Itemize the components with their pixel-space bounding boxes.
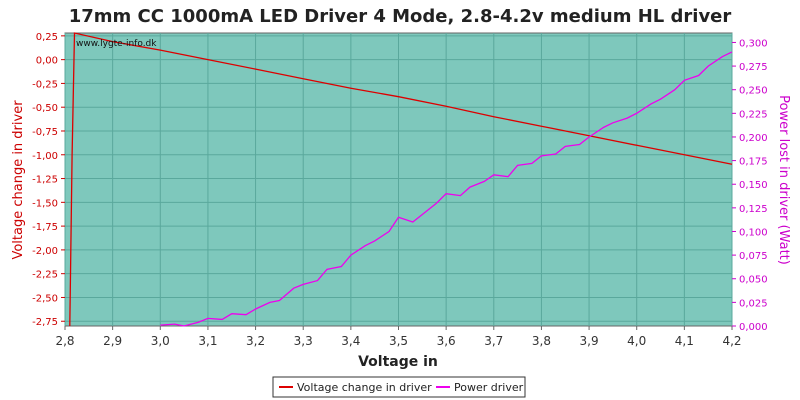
y-left-tick-label: -1,50 (32, 198, 58, 209)
x-axis-label: Voltage in (358, 354, 438, 370)
x-tick-label: 3,5 (389, 334, 408, 348)
x-tick-label: 3,0 (151, 334, 170, 348)
y-left-tick-label: -2,50 (32, 293, 58, 304)
x-tick-label: 2,9 (103, 334, 122, 348)
x-tick-label: 3,7 (484, 334, 503, 348)
x-tick-label: 4,2 (722, 334, 741, 348)
legend-box (272, 376, 526, 398)
y-right-tick-label: 0,175 (739, 157, 768, 168)
y-left-tick-label: -2,25 (32, 270, 58, 281)
y-right-tick-label: 0,300 (739, 38, 768, 49)
series-line-voltage-change (69, 32, 733, 327)
series-lines (69, 32, 733, 327)
x-axis: 2,8 2,9 3,0 3,1 3,2 3,3 3,4 3,5 3,6 3,7 3,8 3,9 4,0 4… (55, 326, 742, 348)
y-axis-left-label: Voltage change in driver (11, 100, 26, 260)
y-left-tick-label: 0,25 (36, 32, 58, 43)
y-right-tick-label: 0,225 (739, 109, 768, 120)
x-tick-label: 3,3 (294, 334, 313, 348)
y-axis-left: 0,25 0,00 -0,25 -0,50 -0,75 -1,00 -1,25 -1,50 -1… (32, 32, 65, 328)
chart-title: 17mm CC 1000mA LED Driver 4 Mode, 2.8-4.… (69, 6, 732, 27)
legend-label-power: Power driver (454, 381, 524, 394)
y-right-tick-label: 0,200 (739, 133, 768, 144)
y-right-tick-label: 0,100 (739, 227, 768, 238)
y-right-tick-label: 0,025 (739, 298, 768, 309)
y-right-tick-label: 0,050 (739, 275, 768, 286)
x-tick-label: 3,9 (580, 334, 599, 348)
x-tick-label: 3,1 (198, 334, 217, 348)
y-right-tick-label: 0,075 (739, 251, 768, 262)
legend-label-voltage: Voltage change in driver (297, 381, 432, 394)
y-right-tick-label: 0,275 (739, 62, 768, 73)
y-left-tick-label: -2,00 (32, 246, 58, 257)
y-left-tick-label: -2,75 (32, 317, 58, 328)
y-right-tick-label: 0,125 (739, 204, 768, 215)
y-left-tick-label: -1,75 (32, 222, 58, 233)
grid-lines (64, 33, 733, 326)
y-left-tick-label: -0,75 (32, 127, 58, 138)
y-left-tick-label: 0,00 (36, 56, 58, 67)
y-axis-right-label: Power lost in driver (Watt) (776, 95, 791, 265)
y-left-tick-label: -1,25 (32, 175, 58, 186)
watermark: www.lygte-info.dk (76, 39, 157, 49)
y-left-tick-label: -1,00 (32, 151, 58, 162)
y-left-tick-label: -0,25 (32, 79, 58, 90)
x-tick-label: 2,8 (55, 334, 74, 348)
x-tick-label: 4,0 (627, 334, 646, 348)
legend: Voltage change in driver Power driver (272, 376, 526, 398)
y-axis-right: 0,300 0,275 0,250 0,225 0,200 0,175 0,150 0,125… (732, 38, 768, 333)
y-left-tick-label: -0,50 (32, 103, 58, 114)
x-tick-label: 3,8 (532, 334, 551, 348)
x-tick-label: 3,6 (437, 334, 456, 348)
y-right-tick-label: 0,250 (739, 86, 768, 97)
x-tick-label: 4,1 (675, 334, 694, 348)
x-tick-label: 3,2 (246, 334, 265, 348)
x-tick-label: 3,4 (341, 334, 360, 348)
series-line-power-driver (160, 51, 733, 327)
y-right-tick-label: 0,150 (739, 180, 768, 191)
y-right-tick-label: 0,000 (739, 322, 768, 333)
